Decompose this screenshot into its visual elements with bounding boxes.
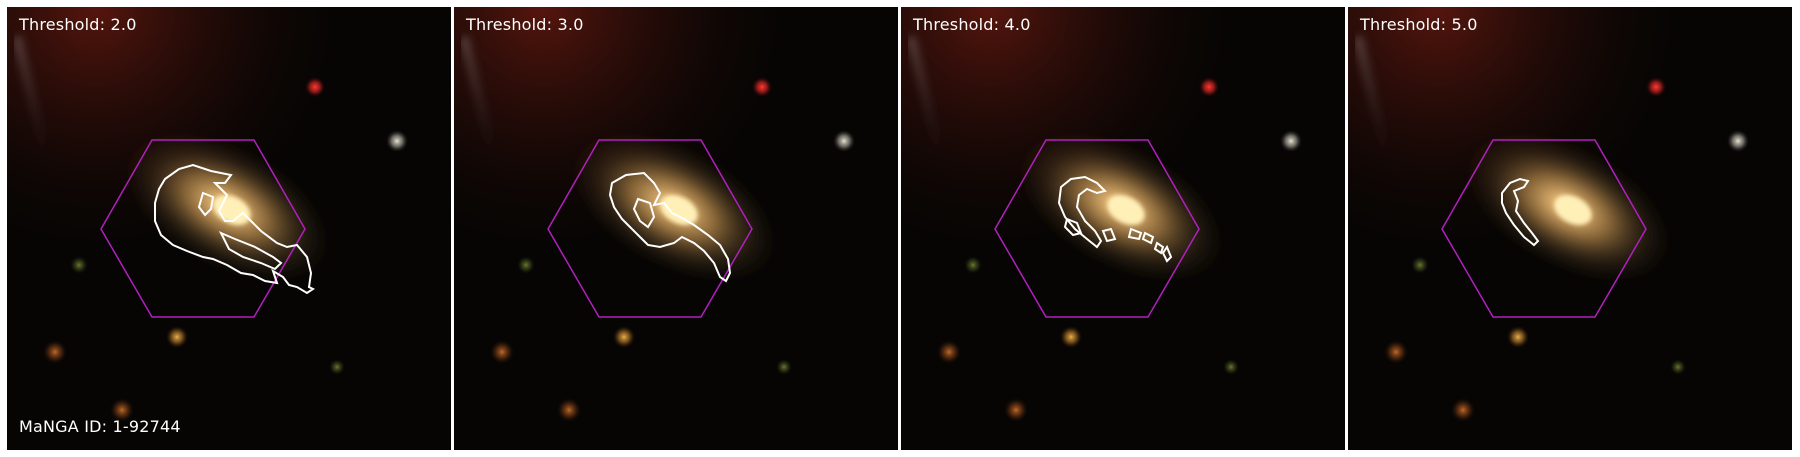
contour-outline	[154, 163, 315, 295]
galaxy-image	[901, 7, 1345, 450]
hexagon-footprint	[994, 139, 1200, 318]
galaxy-image	[454, 7, 898, 450]
contour-outline	[608, 171, 732, 283]
hexagon-footprint	[1441, 139, 1647, 318]
contour-outline	[1501, 177, 1540, 247]
hexagon-footprint	[547, 139, 753, 318]
panel-threshold-3: Threshold: 3.0	[454, 7, 898, 450]
threshold-label: Threshold: 3.0	[466, 15, 584, 34]
galaxy-image	[7, 7, 451, 450]
threshold-label: Threshold: 4.0	[913, 15, 1031, 34]
threshold-label: Threshold: 5.0	[1360, 15, 1478, 34]
panel-threshold-2: Threshold: 2.0 MaNGA ID: 1-92744	[7, 7, 451, 450]
contour-outline	[1057, 175, 1173, 263]
hexagon-footprint	[100, 139, 306, 318]
panel-threshold-5: Threshold: 5.0	[1348, 7, 1792, 450]
panel-threshold-4: Threshold: 4.0	[901, 7, 1345, 450]
threshold-label: Threshold: 2.0	[19, 15, 137, 34]
manga-id-label: MaNGA ID: 1-92744	[19, 417, 181, 436]
galaxy-image	[1348, 7, 1792, 450]
